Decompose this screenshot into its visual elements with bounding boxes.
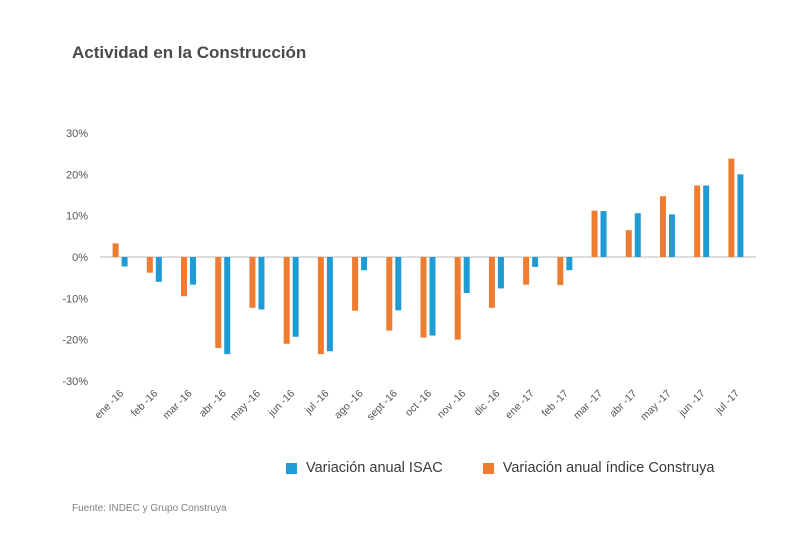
y-tick-label: 10% xyxy=(66,211,88,223)
bar-isac-may-16 xyxy=(258,257,265,310)
x-tick-label: ene -17 xyxy=(503,388,537,422)
bar-isac-dic-16 xyxy=(497,257,504,289)
x-tick-label: abr -17 xyxy=(607,388,639,420)
x-tick-label: jun -16 xyxy=(265,388,297,420)
bar-isac-jun-16 xyxy=(292,257,299,337)
bar-construya-oct-16 xyxy=(420,257,427,338)
x-tick-label: nov -16 xyxy=(435,388,468,421)
y-tick-label: 0% xyxy=(72,252,88,264)
bar-isac-abr-17 xyxy=(634,213,641,257)
bar-isac-sept-16 xyxy=(395,257,402,311)
bar-construya-jul-17 xyxy=(728,158,735,257)
bar-isac-mar-17 xyxy=(600,211,607,257)
bar-construya-mar-16 xyxy=(181,257,188,297)
bar-construya-may-17 xyxy=(659,196,666,257)
y-tick-label: -30% xyxy=(62,376,88,388)
bar-construya-jun-16 xyxy=(283,257,290,344)
bar-isac-oct-16 xyxy=(429,257,436,336)
bar-isac-feb-17 xyxy=(566,257,573,271)
bar-isac-abr-16 xyxy=(224,257,231,355)
bar-isac-jul-16 xyxy=(326,257,333,352)
legend-label-construya: Variación anual índice Construya xyxy=(502,460,715,476)
legend-swatch-construya xyxy=(482,462,494,474)
bar-isac-mar-16 xyxy=(190,257,197,285)
x-tick-label: abr -16 xyxy=(197,388,229,420)
x-tick-label: jul -16 xyxy=(302,388,332,418)
chart-title: Actividad en la Construcción xyxy=(72,43,307,62)
bar-construya-ene-16 xyxy=(112,243,119,257)
y-axis-ticks: 30% 20% 10% 0% -10% -20% -30% xyxy=(62,128,88,388)
bar-isac-ene-17 xyxy=(532,257,539,267)
bar-construya-abr-16 xyxy=(215,257,222,348)
bar-construya-mar-17 xyxy=(591,210,598,257)
bar-isac-jul-17 xyxy=(737,174,744,257)
x-tick-label: sept -16 xyxy=(365,388,400,423)
bar-isac-may-17 xyxy=(668,214,675,257)
bar-construya-sept-16 xyxy=(386,257,393,331)
bar-isac-nov-16 xyxy=(463,257,470,293)
bar-construya-jul-16 xyxy=(317,257,324,355)
x-tick-label: dic -16 xyxy=(472,388,503,419)
bar-construya-nov-16 xyxy=(454,257,461,340)
x-tick-label: mar -17 xyxy=(571,388,605,422)
x-tick-label: may -17 xyxy=(638,388,673,423)
x-tick-label: may -16 xyxy=(228,388,263,423)
bar-construya-ago-16 xyxy=(352,257,359,311)
y-tick-label: 30% xyxy=(66,128,88,140)
bar-construya-jun-17 xyxy=(694,185,701,257)
legend-swatch-isac xyxy=(286,462,297,474)
legend-label-isac: Variación anual ISAC xyxy=(306,460,443,476)
x-tick-label: feb -16 xyxy=(129,388,161,420)
x-tick-label: jun -17 xyxy=(676,388,708,420)
bar-construya-abr-17 xyxy=(625,230,632,257)
bar-isac-ago-16 xyxy=(361,257,368,271)
legend-item-isac: Variación anual ISAC xyxy=(286,460,443,476)
y-tick-label: 20% xyxy=(66,169,88,181)
bars xyxy=(112,158,744,355)
x-tick-label: mar -16 xyxy=(161,388,195,422)
bar-construya-may-16 xyxy=(249,257,256,308)
bar-construya-feb-16 xyxy=(146,257,153,273)
bar-isac-feb-16 xyxy=(155,257,162,282)
x-tick-label: jul -17 xyxy=(713,388,743,418)
x-tick-label: ene -16 xyxy=(93,388,127,422)
bar-isac-jun-17 xyxy=(703,185,710,257)
legend-item-construya: Variación anual índice Construya xyxy=(482,460,715,476)
bar-construya-feb-17 xyxy=(557,257,564,286)
bar-chart: 30%20%10%0%-10%-20%-30% ene -16 feb -16 ma… xyxy=(62,128,756,423)
source-note: Fuente: INDEC y Grupo Construya xyxy=(72,503,227,514)
y-tick-label: -20% xyxy=(62,335,88,347)
x-tick-label: feb -17 xyxy=(539,388,571,420)
legend: Variación anual ISAC Variación anual índ… xyxy=(286,460,714,476)
y-tick-label: -10% xyxy=(62,293,88,305)
x-tick-label: ago -16 xyxy=(332,388,366,422)
bar-construya-dic-16 xyxy=(488,257,495,308)
x-tick-label: oct -16 xyxy=(403,388,434,419)
bar-isac-ene-16 xyxy=(121,257,128,267)
bar-construya-ene-17 xyxy=(523,257,530,285)
